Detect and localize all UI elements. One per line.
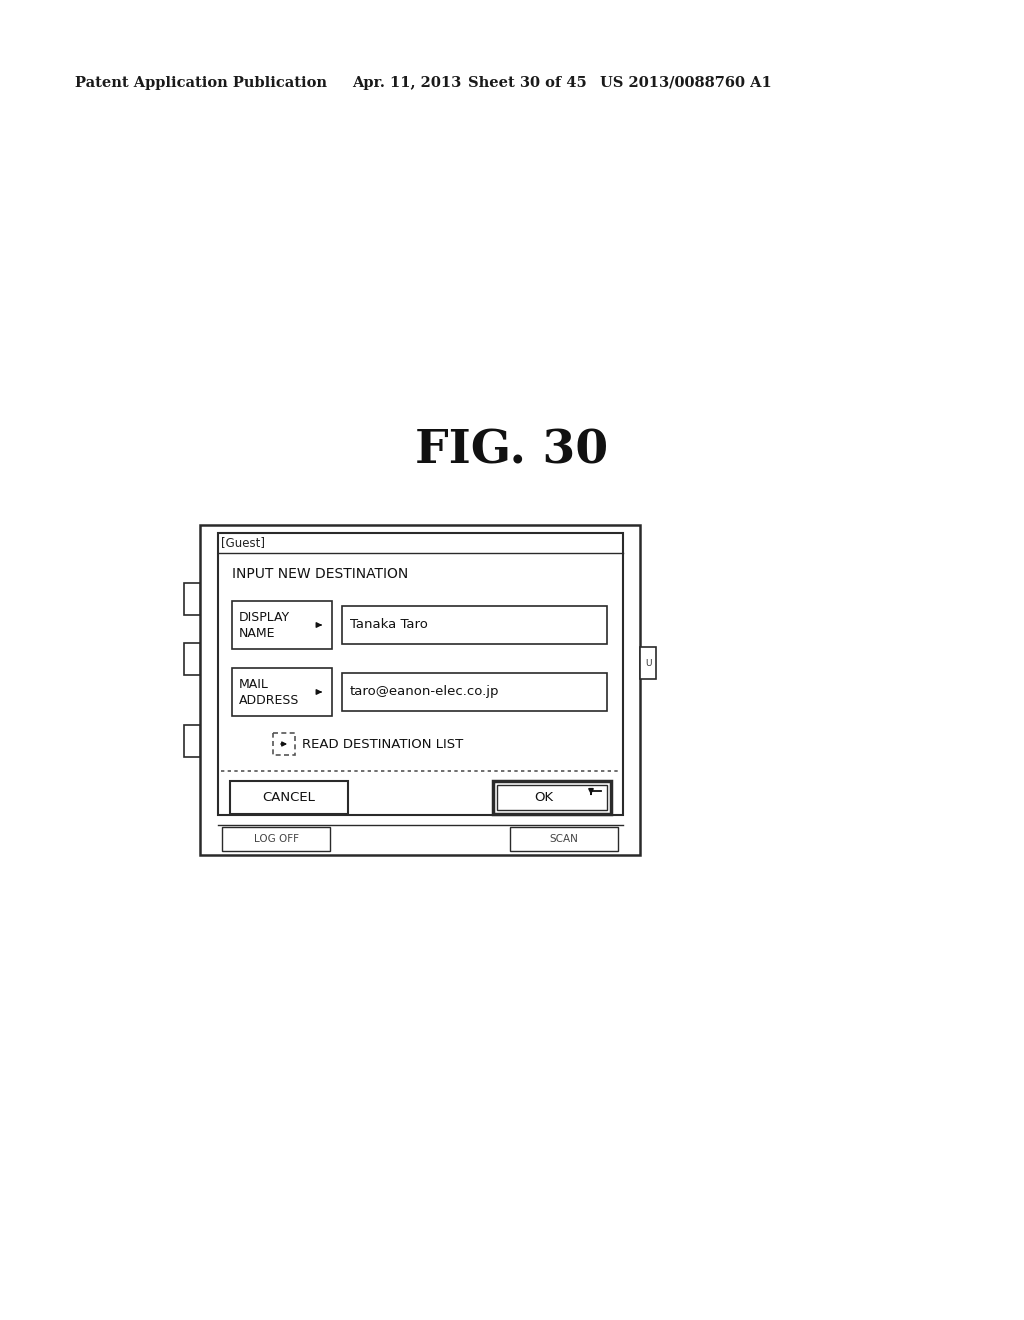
Bar bbox=[342, 673, 607, 711]
Bar bbox=[184, 583, 200, 615]
Bar bbox=[230, 781, 348, 814]
Bar bbox=[184, 725, 200, 756]
Text: INPUT NEW DESTINATION: INPUT NEW DESTINATION bbox=[232, 568, 409, 581]
Text: FIG. 30: FIG. 30 bbox=[416, 426, 608, 473]
Text: CANCEL: CANCEL bbox=[262, 791, 315, 804]
Bar bbox=[218, 533, 623, 814]
Bar bbox=[200, 525, 640, 855]
Text: Patent Application Publication: Patent Application Publication bbox=[75, 77, 327, 90]
Text: US 2013/0088760 A1: US 2013/0088760 A1 bbox=[600, 77, 772, 90]
Text: Tanaka Taro: Tanaka Taro bbox=[350, 619, 428, 631]
Bar bbox=[497, 785, 607, 810]
Text: SCAN: SCAN bbox=[550, 834, 579, 843]
Text: Apr. 11, 2013: Apr. 11, 2013 bbox=[352, 77, 461, 90]
Bar bbox=[222, 828, 330, 851]
Bar bbox=[342, 606, 607, 644]
Text: taro@eanon-elec.co.jp: taro@eanon-elec.co.jp bbox=[350, 685, 500, 698]
Text: DISPLAY: DISPLAY bbox=[239, 611, 290, 624]
Bar bbox=[510, 828, 618, 851]
Text: LOG OFF: LOG OFF bbox=[254, 834, 299, 843]
Bar bbox=[184, 643, 200, 675]
Text: U: U bbox=[645, 659, 651, 668]
Text: Sheet 30 of 45: Sheet 30 of 45 bbox=[468, 77, 587, 90]
Text: [Guest]: [Guest] bbox=[221, 536, 265, 549]
Text: ADDRESS: ADDRESS bbox=[239, 694, 299, 708]
Bar bbox=[640, 647, 656, 678]
Bar bbox=[232, 668, 332, 715]
Text: OK: OK bbox=[535, 791, 554, 804]
Bar bbox=[232, 601, 332, 649]
Text: NAME: NAME bbox=[239, 627, 275, 640]
Bar bbox=[273, 733, 295, 755]
Text: MAIL: MAIL bbox=[239, 678, 269, 690]
Text: READ DESTINATION LIST: READ DESTINATION LIST bbox=[302, 738, 463, 751]
Bar bbox=[493, 781, 611, 814]
